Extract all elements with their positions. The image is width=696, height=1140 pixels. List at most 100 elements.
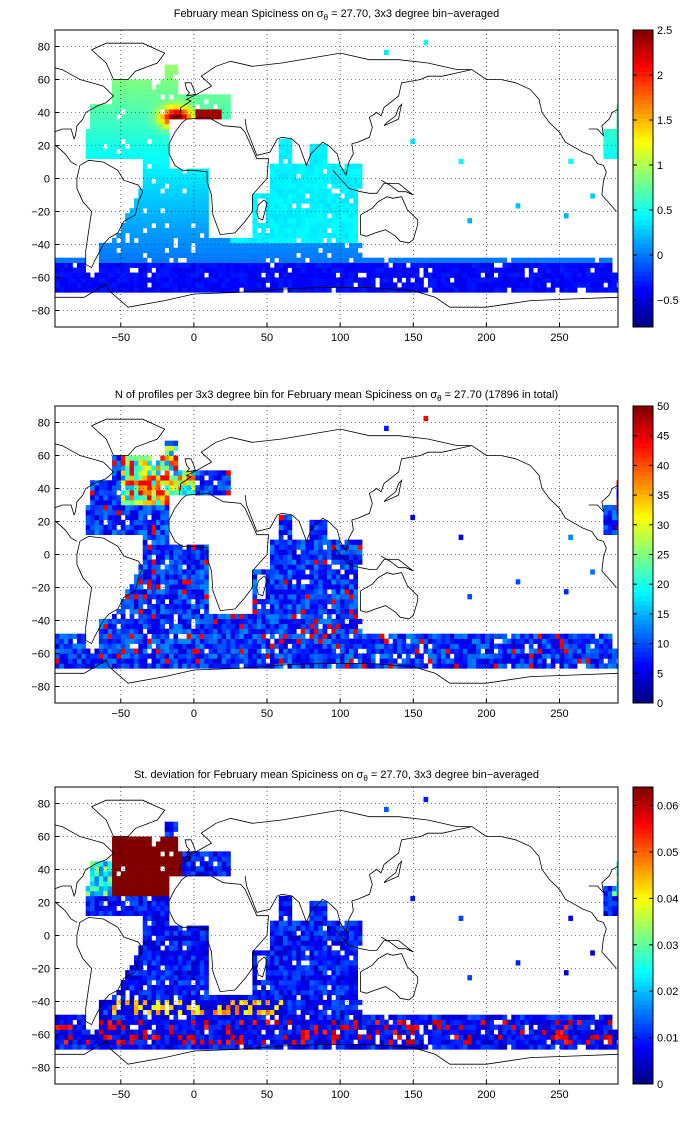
- bin-cell: [129, 228, 135, 234]
- bin-cell: [379, 633, 385, 639]
- bin-cell: [103, 485, 108, 491]
- bin-cell: [208, 267, 214, 273]
- bin-cell: [340, 262, 345, 268]
- bin-cell: [195, 173, 201, 179]
- bin-cell: [291, 633, 297, 639]
- colorbar-step: [633, 573, 653, 579]
- bin-cell: [125, 133, 130, 140]
- bin-cell: [191, 277, 196, 283]
- bin-cell: [344, 604, 350, 610]
- bin-cell: [537, 282, 543, 288]
- bin-cell: [546, 267, 552, 273]
- bin-cell: [169, 559, 174, 565]
- bin-cell: [129, 148, 135, 155]
- bin-cell: [155, 895, 161, 902]
- bin-cell: [300, 272, 306, 278]
- bin-cell: [520, 262, 525, 268]
- bin-cell: [85, 272, 91, 278]
- bin-cell: [248, 623, 253, 630]
- bin-cell: [147, 663, 152, 669]
- bin-cell: [151, 618, 157, 625]
- bin-cell: [598, 633, 604, 639]
- bin-cell: [502, 658, 508, 664]
- bin-cell: [309, 213, 315, 219]
- bin-cell: [607, 138, 613, 145]
- bin-cell: [129, 628, 135, 634]
- colorbar-tick-label: 45: [657, 431, 669, 443]
- bin-cell: [169, 1039, 174, 1045]
- bin-cell: [353, 242, 359, 249]
- bin-cell: [129, 460, 135, 466]
- bin-cell: [550, 257, 556, 263]
- bin-cell: [107, 895, 113, 902]
- coastline: [168, 116, 269, 236]
- bin-cell: [85, 886, 91, 892]
- bin-cell: [261, 613, 266, 620]
- bin-cell: [173, 950, 179, 956]
- bin-cell: [129, 470, 135, 476]
- bin-cell: [462, 653, 468, 659]
- coastline: [178, 52, 472, 120]
- bin-cell: [234, 613, 240, 620]
- bin-cell: [147, 198, 152, 204]
- bin-cell: [98, 861, 104, 867]
- bin-cell: [269, 188, 275, 194]
- bin-cell: [471, 643, 477, 649]
- bin-cell: [151, 465, 157, 471]
- bin-cell: [480, 653, 486, 659]
- colorbar-step: [633, 257, 653, 263]
- bin-cell: [291, 218, 297, 224]
- bin-cell: [155, 589, 161, 595]
- bin-cell: [348, 564, 354, 570]
- bin-cell: [269, 218, 275, 224]
- bin-cell: [98, 124, 104, 130]
- bin-cell: [511, 638, 516, 644]
- bin-cell: [129, 613, 135, 620]
- bin-cell: [296, 203, 301, 209]
- bin-cell: [177, 623, 183, 630]
- bin-cell: [291, 223, 297, 229]
- bin-cell: [326, 549, 332, 555]
- bin-cell: [94, 871, 100, 877]
- bin-cell: [300, 163, 306, 169]
- bin-cell: [340, 252, 345, 258]
- bin-cell: [287, 158, 293, 164]
- bin-cell: [423, 257, 429, 263]
- bin-cell: [98, 890, 104, 897]
- bin-cell: [305, 604, 310, 610]
- bin-cell: [186, 223, 192, 229]
- bin-cell: [612, 272, 617, 278]
- bin-cell: [331, 594, 337, 600]
- bin-cell: [173, 1009, 179, 1015]
- bin-cell: [173, 579, 179, 585]
- bin-cell: [138, 223, 144, 229]
- bin-cell: [493, 658, 499, 664]
- bin-cell: [151, 628, 157, 634]
- bin-cell: [98, 485, 104, 491]
- bin-cell: [98, 509, 104, 516]
- bin-cell: [484, 257, 490, 263]
- bin-cell: [112, 1024, 117, 1030]
- bin-cell: [120, 237, 126, 244]
- bin-cell: [607, 267, 613, 273]
- bin-cell: [322, 183, 328, 189]
- bin-cell: [313, 272, 319, 278]
- bin-cell: [142, 119, 148, 125]
- bin-cell: [252, 628, 258, 634]
- bin-cell: [94, 490, 100, 496]
- bin-cell: [603, 267, 609, 273]
- bin-cell: [287, 534, 293, 540]
- bin-cell: [164, 519, 170, 526]
- bin-cell: [204, 623, 209, 630]
- bin-cell: [133, 1029, 139, 1035]
- bin-cell: [125, 846, 130, 852]
- bin-cell: [274, 658, 280, 664]
- bin-cell: [515, 648, 521, 654]
- bin-cell: [138, 495, 144, 501]
- coastline: [383, 478, 403, 503]
- bin-cell: [120, 104, 126, 110]
- bin-cell: [335, 663, 341, 669]
- bin-cell: [322, 653, 328, 659]
- bin-cell: [195, 604, 201, 610]
- bin-cell: [208, 237, 214, 244]
